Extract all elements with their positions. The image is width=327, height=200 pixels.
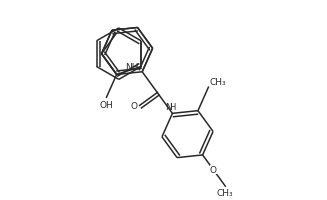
Text: CH₃: CH₃ [209, 78, 226, 87]
Text: H: H [169, 102, 176, 111]
Text: OH: OH [99, 101, 113, 109]
Text: O: O [210, 165, 217, 174]
Text: CH₃: CH₃ [217, 188, 233, 197]
Text: O: O [130, 101, 138, 110]
Text: NH: NH [126, 63, 139, 72]
Text: N: N [165, 102, 172, 111]
